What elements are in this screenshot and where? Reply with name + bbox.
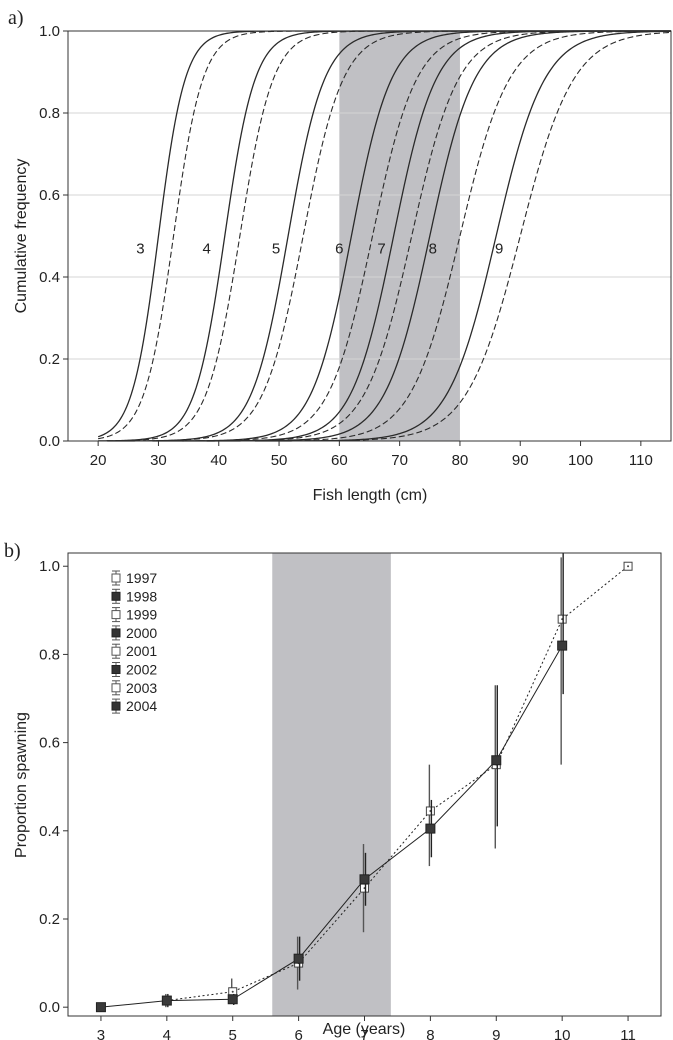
legend-entry-2002: 2002: [126, 662, 157, 678]
panel-b-y-tick-label: 0.0: [39, 999, 60, 1016]
panel-b-x-tick-label: 6: [294, 1027, 302, 1040]
panel-b-y-tick-label: 0.4: [39, 823, 60, 840]
panel-a-x-tick-label: 20: [90, 452, 107, 469]
legend-open-square-icon: [111, 610, 121, 620]
panel-b-y-tick-label: 1.0: [39, 558, 60, 575]
legend-entry-2001: 2001: [126, 643, 157, 659]
panel-b-y-tick-label: 0.6: [39, 735, 60, 752]
legend-open-square-icon: [111, 646, 121, 656]
panel-a-x-tick-label: 30: [150, 452, 167, 469]
panel-a-y-tick-label: 0.8: [39, 105, 60, 122]
panel-b-x-tick-label: 7: [360, 1027, 368, 1040]
panel-a-curve-label: 5: [272, 240, 280, 257]
panel-a: a) 3 4 5 6 7 8 9 20 30 40 50 60 70 80 90 100 110 0.0 0.2…: [8, 7, 672, 504]
panel-b-y-tick-label: 0.8: [39, 646, 60, 663]
panel-b-x-axis-title: Age (years): [323, 1021, 406, 1038]
panel-a-y-tick-label: 0.0: [39, 433, 60, 450]
panel-b-point-filled: [95, 1002, 106, 1013]
panel-b-point-filled: [491, 755, 502, 766]
panel-a-x-tick-label: 100: [568, 452, 593, 469]
legend-entry-2004: 2004: [126, 698, 157, 714]
panel-a-letter: a): [8, 7, 24, 29]
panel-a-curve-label: 7: [377, 240, 385, 257]
panel-b-x-tick-label: 5: [229, 1027, 237, 1040]
panel-b: b) 3 4 5 6 7 8 9 10 11 0.0 0.2 0.4 0.6 0.8 1.0 1997 19…: [4, 540, 662, 1040]
panel-b-y-tick-label: 0.2: [39, 911, 60, 928]
panel-a-curve-age-5-dashed: [104, 30, 671, 442]
legend-entry-2003: 2003: [126, 680, 157, 696]
panel-b-point-filled: [227, 994, 238, 1005]
legend-entry-2000: 2000: [126, 625, 157, 641]
panel-a-curve-label: 3: [136, 240, 144, 257]
panel-b-point-filled: [293, 953, 304, 964]
panel-b-x-tick-label: 10: [554, 1027, 571, 1040]
panel-a-x-tick-label: 50: [271, 452, 288, 469]
legend-entry-1997: 1997: [126, 570, 157, 586]
panel-a-curve-label: 4: [203, 240, 211, 257]
legend-filled-square-icon: [111, 591, 121, 601]
panel-b-point-open-dot: [627, 565, 630, 568]
panel-a-curve-label: 8: [429, 240, 437, 257]
panel-a-x-tick-label: 110: [629, 452, 653, 469]
panel-b-point-filled: [161, 995, 172, 1006]
panel-b-letter: b): [4, 540, 21, 562]
panel-b-line-dotted: [166, 565, 629, 1002]
panel-a-y-axis-title: Cumulative frequency: [13, 159, 30, 314]
panel-b-x-tick-label: 3: [97, 1027, 105, 1040]
panel-a-y-tick-label: 0.2: [39, 351, 60, 368]
panel-a-curve-label: 6: [335, 240, 343, 257]
panel-b-point-filled: [359, 874, 370, 885]
panel-b-x-tick-label: 11: [620, 1027, 636, 1040]
legend-open-square-icon: [111, 573, 121, 583]
panel-a-frame: [67, 30, 672, 442]
panel-a-y-tick-label: 0.6: [39, 187, 60, 204]
panel-b-shaded-range: [272, 553, 391, 1016]
panel-a-x-tick-label: 80: [452, 452, 469, 469]
panel-a-x-axis-title: Fish length (cm): [313, 487, 428, 504]
panel-b-x-tick-label: 8: [426, 1027, 434, 1040]
panel-a-x-tick-label: 70: [391, 452, 408, 469]
legend-entry-1999: 1999: [126, 607, 157, 623]
panel-a-y-tick-label: 1.0: [39, 23, 60, 40]
panel-a-y-tick-label: 0.4: [39, 269, 60, 286]
legend-filled-square-icon: [111, 628, 121, 638]
panel-b-point-filled: [425, 823, 436, 834]
panel-b-point-filled: [557, 640, 568, 651]
panel-b-y-axis-title: Proportion spawning: [13, 712, 30, 858]
panel-b-line-solid: [100, 645, 563, 1008]
panel-a-x-tick-label: 90: [512, 452, 529, 469]
legend-open-square-icon: [111, 683, 121, 693]
panel-b-x-tick-label: 9: [492, 1027, 500, 1040]
panel-b-x-tick-label: 4: [163, 1027, 171, 1040]
panel-a-x-tick-label: 60: [331, 452, 348, 469]
legend-filled-square-icon: [111, 701, 121, 711]
panel-a-curve-age-9-dashed: [254, 31, 672, 442]
legend-entry-1998: 1998: [126, 588, 157, 604]
legend-filled-square-icon: [111, 665, 121, 674]
panel-a-x-tick-label: 40: [210, 452, 227, 469]
panel-a-curve-label: 9: [495, 240, 503, 257]
panel-b-point-open-dot: [231, 990, 234, 993]
